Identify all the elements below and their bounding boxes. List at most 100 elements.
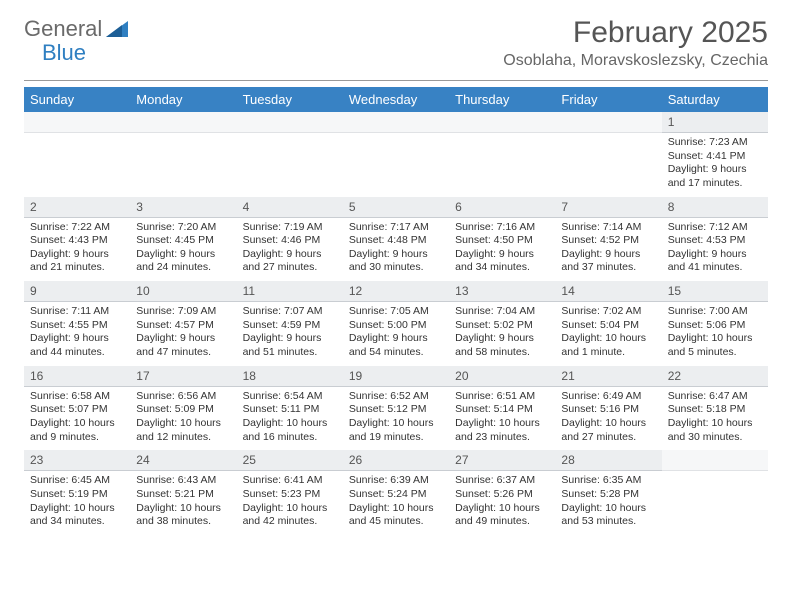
day-header-cell: Monday: [130, 87, 236, 112]
day-content-cell: Sunrise: 7:04 AM Sunset: 5:02 PMDaylight:…: [449, 302, 555, 366]
day-number-cell: [662, 450, 768, 471]
day-content-cell: Sunrise: 6:54 AMSunset: 5:11 PMDaylight:…: [237, 387, 343, 451]
day-number-cell: 20: [449, 366, 555, 387]
day-content-cell: Sunrise: 6:41 AMSunset: 5:23 PMDaylight:…: [237, 471, 343, 535]
sunrise-text: Sunrise: 6:54 AM: [243, 390, 323, 402]
day-header-cell: Wednesday: [343, 87, 449, 112]
day-number-cell: 21: [555, 366, 661, 387]
day-content-cell: Sunrise: 7:12 AMSunset: 4:53 PMDaylight:…: [662, 218, 768, 282]
sunset-text: Sunset: 5:24 PM: [349, 488, 427, 500]
sunrise-text: Sunrise: 7:04 AM: [455, 305, 535, 317]
day-number-cell: [130, 112, 236, 133]
day-header-cell: Thursday: [449, 87, 555, 112]
day-content-cell: [130, 133, 236, 197]
week-content-row: Sunrise: 7:22 AMSunset: 4:43 PM Daylight:…: [24, 218, 768, 282]
day-content-cell: Sunrise: 6:37 AMSunset: 5:26 PMDaylight:…: [449, 471, 555, 535]
day-number-cell: 3: [130, 197, 236, 218]
sunrise-text: Sunrise: 6:43 AM: [136, 474, 216, 486]
daylight-text: Daylight: 9 hours and 27 minutes.: [243, 248, 322, 274]
daylight-text: Daylight: 10 hours and 12 minutes.: [136, 417, 221, 443]
day-number-cell: 10: [130, 281, 236, 302]
sunset-text: Sunset: 4:59 PM: [243, 319, 321, 331]
sunset-text: Sunset: 5:14 PM: [455, 403, 533, 415]
sunrise-text: Sunrise: 7:05 AM: [349, 305, 429, 317]
week-number-row: 16171819202122: [24, 366, 768, 387]
sunrise-text: Sunrise: 6:47 AM: [668, 390, 748, 402]
day-content-cell: Sunrise: 6:56 AMSunset: 5:09 PMDaylight:…: [130, 387, 236, 451]
calendar-body: 1Sunrise: 7:23 AMSunset: 4:41 PMDaylight…: [24, 112, 768, 535]
day-content-cell: Sunrise: 7:14 AMSunset: 4:52 PMDaylight:…: [555, 218, 661, 282]
day-number-cell: 8: [662, 197, 768, 218]
daylight-text: Daylight: 10 hours and 45 minutes.: [349, 502, 434, 528]
sunrise-text: Sunrise: 7:12 AM: [668, 221, 748, 233]
logo-text-blue: Blue: [42, 40, 86, 66]
sunrise-text: Sunrise: 6:58 AM: [30, 390, 110, 402]
daylight-text: Daylight: 10 hours and 49 minutes.: [455, 502, 540, 528]
sunset-text: Sunset: 5:23 PM: [243, 488, 321, 500]
daylight-text: Daylight: 10 hours and 5 minutes.: [668, 332, 753, 358]
day-content-cell: Sunrise: 7:11 AMSunset: 4:55 PMDaylight:…: [24, 302, 130, 366]
daylight-text: Daylight: 10 hours and 38 minutes.: [136, 502, 221, 528]
week-content-row: Sunrise: 6:45 AMSunset: 5:19 PMDaylight:…: [24, 471, 768, 535]
day-content-cell: Sunrise: 7:23 AMSunset: 4:41 PMDaylight:…: [662, 133, 768, 197]
day-number-cell: 2: [24, 197, 130, 218]
sunset-text: Sunset: 4:46 PM: [243, 234, 321, 246]
sunrise-text: Sunrise: 7:19 AM: [243, 221, 323, 233]
day-content-cell: Sunrise: 6:35 AMSunset: 5:28 PMDaylight:…: [555, 471, 661, 535]
day-content-cell: Sunrise: 6:47 AMSunset: 5:18 PM Daylight:…: [662, 387, 768, 451]
sunset-text: Sunset: 4:43 PM: [30, 234, 108, 246]
sunrise-text: Sunrise: 7:07 AM: [243, 305, 323, 317]
day-number-cell: 11: [237, 281, 343, 302]
daylight-text: Daylight: 10 hours and 53 minutes.: [561, 502, 646, 528]
daylight-text: Daylight: 9 hours and 58 minutes.: [455, 332, 534, 358]
day-number-cell: 5: [343, 197, 449, 218]
day-content-cell: Sunrise: 7:05 AMSunset: 5:00 PMDaylight:…: [343, 302, 449, 366]
day-content-cell: Sunrise: 6:58 AMSunset: 5:07 PMDaylight:…: [24, 387, 130, 451]
day-content-cell: Sunrise: 6:45 AMSunset: 5:19 PMDaylight:…: [24, 471, 130, 535]
day-content-cell: Sunrise: 6:51 AMSunset: 5:14 PMDaylight:…: [449, 387, 555, 451]
sunrise-text: Sunrise: 7:14 AM: [561, 221, 641, 233]
sunset-text: Sunset: 4:50 PM: [455, 234, 533, 246]
day-content-cell: Sunrise: 6:52 AMSunset: 5:12 PMDaylight:…: [343, 387, 449, 451]
day-number-cell: 4: [237, 197, 343, 218]
sunset-text: Sunset: 5:18 PM: [668, 403, 746, 415]
sunrise-text: Sunrise: 6:41 AM: [243, 474, 323, 486]
daylight-text: Daylight: 10 hours and 16 minutes.: [243, 417, 328, 443]
sunrise-text: Sunrise: 7:17 AM: [349, 221, 429, 233]
sunset-text: Sunset: 5:21 PM: [136, 488, 214, 500]
sunset-text: Sunset: 5:28 PM: [561, 488, 639, 500]
day-content-cell: [343, 133, 449, 197]
header: General Blue February 2025 Osoblaha, Mor…: [0, 0, 792, 74]
calendar: SundayMondayTuesdayWednesdayThursdayFrid…: [0, 81, 792, 535]
week-content-row: Sunrise: 7:11 AMSunset: 4:55 PMDaylight:…: [24, 302, 768, 366]
daylight-text: Daylight: 9 hours and 51 minutes.: [243, 332, 322, 358]
day-content-cell: Sunrise: 7:17 AMSunset: 4:48 PMDaylight:…: [343, 218, 449, 282]
sunset-text: Sunset: 5:02 PM: [455, 319, 533, 331]
daylight-text: Daylight: 9 hours and 47 minutes.: [136, 332, 215, 358]
location-text: Osoblaha, Moravskoslezsky, Czechia: [503, 52, 768, 70]
day-number-cell: 18: [237, 366, 343, 387]
daylight-text: Daylight: 10 hours and 19 minutes.: [349, 417, 434, 443]
day-header-cell: Sunday: [24, 87, 130, 112]
daylight-text: Daylight: 9 hours and 34 minutes.: [455, 248, 534, 274]
title-block: February 2025 Osoblaha, Moravskoslezsky,…: [503, 16, 768, 70]
daylight-text: Daylight: 9 hours and 24 minutes.: [136, 248, 215, 274]
day-number-cell: [555, 112, 661, 133]
daylight-text: Daylight: 9 hours and 37 minutes.: [561, 248, 640, 274]
sunrise-text: Sunrise: 7:09 AM: [136, 305, 216, 317]
day-header-cell: Tuesday: [237, 87, 343, 112]
day-number-cell: 17: [130, 366, 236, 387]
daylight-text: Daylight: 10 hours and 30 minutes.: [668, 417, 753, 443]
week-number-row: 9101112131415: [24, 281, 768, 302]
day-content-cell: Sunrise: 7:16 AMSunset: 4:50 PMDaylight:…: [449, 218, 555, 282]
daylight-text: Daylight: 9 hours and 17 minutes.: [668, 163, 747, 189]
day-content-cell: Sunrise: 7:00 AMSunset: 5:06 PMDaylight:…: [662, 302, 768, 366]
week-number-row: 232425262728: [24, 450, 768, 471]
day-number-cell: 15: [662, 281, 768, 302]
daylight-text: Daylight: 10 hours and 34 minutes.: [30, 502, 115, 528]
day-content-cell: [24, 133, 130, 197]
sunset-text: Sunset: 5:12 PM: [349, 403, 427, 415]
sunrise-text: Sunrise: 7:20 AM: [136, 221, 216, 233]
sunset-text: Sunset: 5:09 PM: [136, 403, 214, 415]
sunrise-text: Sunrise: 7:22 AM: [30, 221, 110, 233]
